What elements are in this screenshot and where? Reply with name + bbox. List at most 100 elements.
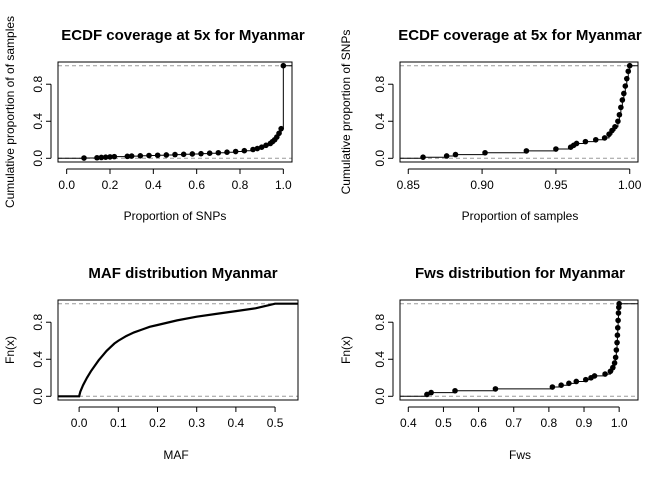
x-tick-label: 0.0 bbox=[71, 416, 88, 430]
plot-region bbox=[58, 62, 292, 161]
data-point bbox=[107, 154, 113, 160]
x-tick-label: 0.95 bbox=[544, 178, 568, 192]
x-tick-label: 0.7 bbox=[505, 416, 522, 430]
data-point bbox=[623, 75, 630, 82]
panel-title: Fws distribution for Myanmar bbox=[415, 265, 625, 282]
data-point bbox=[625, 68, 632, 75]
data-point bbox=[615, 310, 622, 316]
x-tick-label: 0.8 bbox=[541, 416, 558, 430]
data-point bbox=[124, 153, 131, 160]
ecdf-step-line bbox=[400, 303, 638, 397]
x-axis-label: Proportion of SNPs bbox=[124, 209, 227, 223]
plot-frame bbox=[57, 299, 299, 401]
data-point bbox=[601, 135, 608, 141]
data-point bbox=[573, 140, 580, 147]
x-tick-label: 0.4 bbox=[145, 178, 162, 192]
y-axis-label: Cumulative proportion of SNPs bbox=[339, 30, 353, 195]
x-tick-label: 0.0 bbox=[58, 178, 75, 192]
data-point bbox=[102, 154, 109, 160]
data-point bbox=[573, 378, 580, 385]
data-point bbox=[250, 146, 256, 153]
data-point bbox=[172, 151, 178, 158]
data-point bbox=[602, 371, 608, 377]
data-point bbox=[582, 376, 589, 383]
data-point bbox=[428, 389, 434, 396]
data-point bbox=[424, 391, 430, 398]
y-tick-label: 0.4 bbox=[373, 351, 387, 368]
data-point bbox=[263, 142, 269, 149]
plot-region bbox=[58, 302, 298, 398]
data-point bbox=[224, 149, 230, 155]
x-tick-label: 0.90 bbox=[470, 178, 494, 192]
data-point bbox=[621, 90, 627, 97]
x-tick-label: 0.1 bbox=[110, 416, 127, 430]
panel-title: ECDF coverage at 5x for Myanmar bbox=[398, 27, 642, 44]
data-point bbox=[146, 152, 152, 159]
x-tick-label: 1.0 bbox=[611, 416, 628, 430]
ecdf-step-line bbox=[400, 65, 638, 159]
data-point bbox=[198, 150, 204, 157]
data-point bbox=[443, 153, 450, 159]
x-tick-label: 0.2 bbox=[149, 416, 166, 430]
data-point bbox=[280, 62, 287, 69]
y-tick-label: 0.8 bbox=[373, 314, 387, 331]
y-axis-label: Cumulative proportion of of samples bbox=[3, 16, 17, 208]
data-point bbox=[613, 347, 620, 353]
data-point bbox=[591, 373, 598, 379]
data-point bbox=[523, 148, 530, 154]
data-point bbox=[612, 354, 619, 361]
data-point bbox=[492, 386, 499, 392]
x-tick-label: 0.4 bbox=[228, 416, 245, 430]
data-point bbox=[592, 136, 599, 143]
plot-frame bbox=[57, 61, 293, 163]
y-tick-label: 0.0 bbox=[31, 150, 45, 167]
ecdf-curve bbox=[58, 302, 298, 398]
data-point bbox=[180, 151, 187, 158]
data-point bbox=[137, 153, 144, 159]
y-tick-label: 0.4 bbox=[373, 113, 387, 130]
x-tick-label: 1.0 bbox=[275, 178, 292, 192]
panel-title: ECDF coverage at 5x for Myanmar bbox=[61, 27, 305, 44]
data-point bbox=[232, 148, 239, 155]
data-point bbox=[278, 125, 284, 132]
panel-ecdf-coverage-samples: ECDF coverage at 5x for Myanmar Proporti… bbox=[339, 27, 642, 223]
y-tick-label: 0.0 bbox=[31, 388, 45, 405]
data-point bbox=[553, 146, 559, 152]
data-point bbox=[98, 154, 105, 161]
x-tick-label: 0.9 bbox=[576, 416, 593, 430]
x-tick-label: 0.6 bbox=[470, 416, 487, 430]
data-point bbox=[254, 145, 261, 152]
data-point bbox=[626, 62, 633, 69]
x-tick-label: 0.85 bbox=[397, 178, 421, 192]
data-point bbox=[622, 83, 629, 89]
data-point bbox=[619, 97, 626, 103]
data-point bbox=[206, 150, 213, 156]
data-point bbox=[612, 124, 618, 130]
x-tick-label: 0.5 bbox=[435, 416, 452, 430]
x-tick-label: 0.4 bbox=[400, 416, 417, 430]
y-tick-label: 0.4 bbox=[31, 113, 45, 130]
panel-title: MAF distribution Myanmar bbox=[88, 265, 277, 282]
data-point bbox=[616, 111, 623, 118]
x-tick-label: 0.3 bbox=[188, 416, 205, 430]
plot-frame bbox=[399, 61, 639, 163]
panel-ecdf-coverage-snps: ECDF coverage at 5x for Myanmar Proporti… bbox=[3, 16, 305, 223]
x-tick-label: 0.2 bbox=[102, 178, 119, 192]
data-point bbox=[610, 364, 616, 371]
data-point bbox=[549, 384, 556, 390]
data-point bbox=[215, 149, 222, 156]
y-axis-label: Fn(x) bbox=[3, 336, 17, 364]
data-point bbox=[566, 380, 572, 387]
data-point bbox=[452, 151, 459, 158]
data-point bbox=[189, 151, 196, 157]
data-point bbox=[614, 339, 620, 346]
plot-frame bbox=[399, 299, 639, 401]
data-point bbox=[611, 360, 618, 366]
data-point bbox=[618, 104, 624, 111]
panel-fws-distribution: Fws distribution for Myanmar Fws Fn(x) 0… bbox=[339, 265, 639, 462]
data-point bbox=[616, 300, 622, 307]
data-point bbox=[81, 155, 87, 161]
x-axis-label: Proportion of samples bbox=[462, 209, 579, 223]
x-tick-label: 1.00 bbox=[618, 178, 642, 192]
